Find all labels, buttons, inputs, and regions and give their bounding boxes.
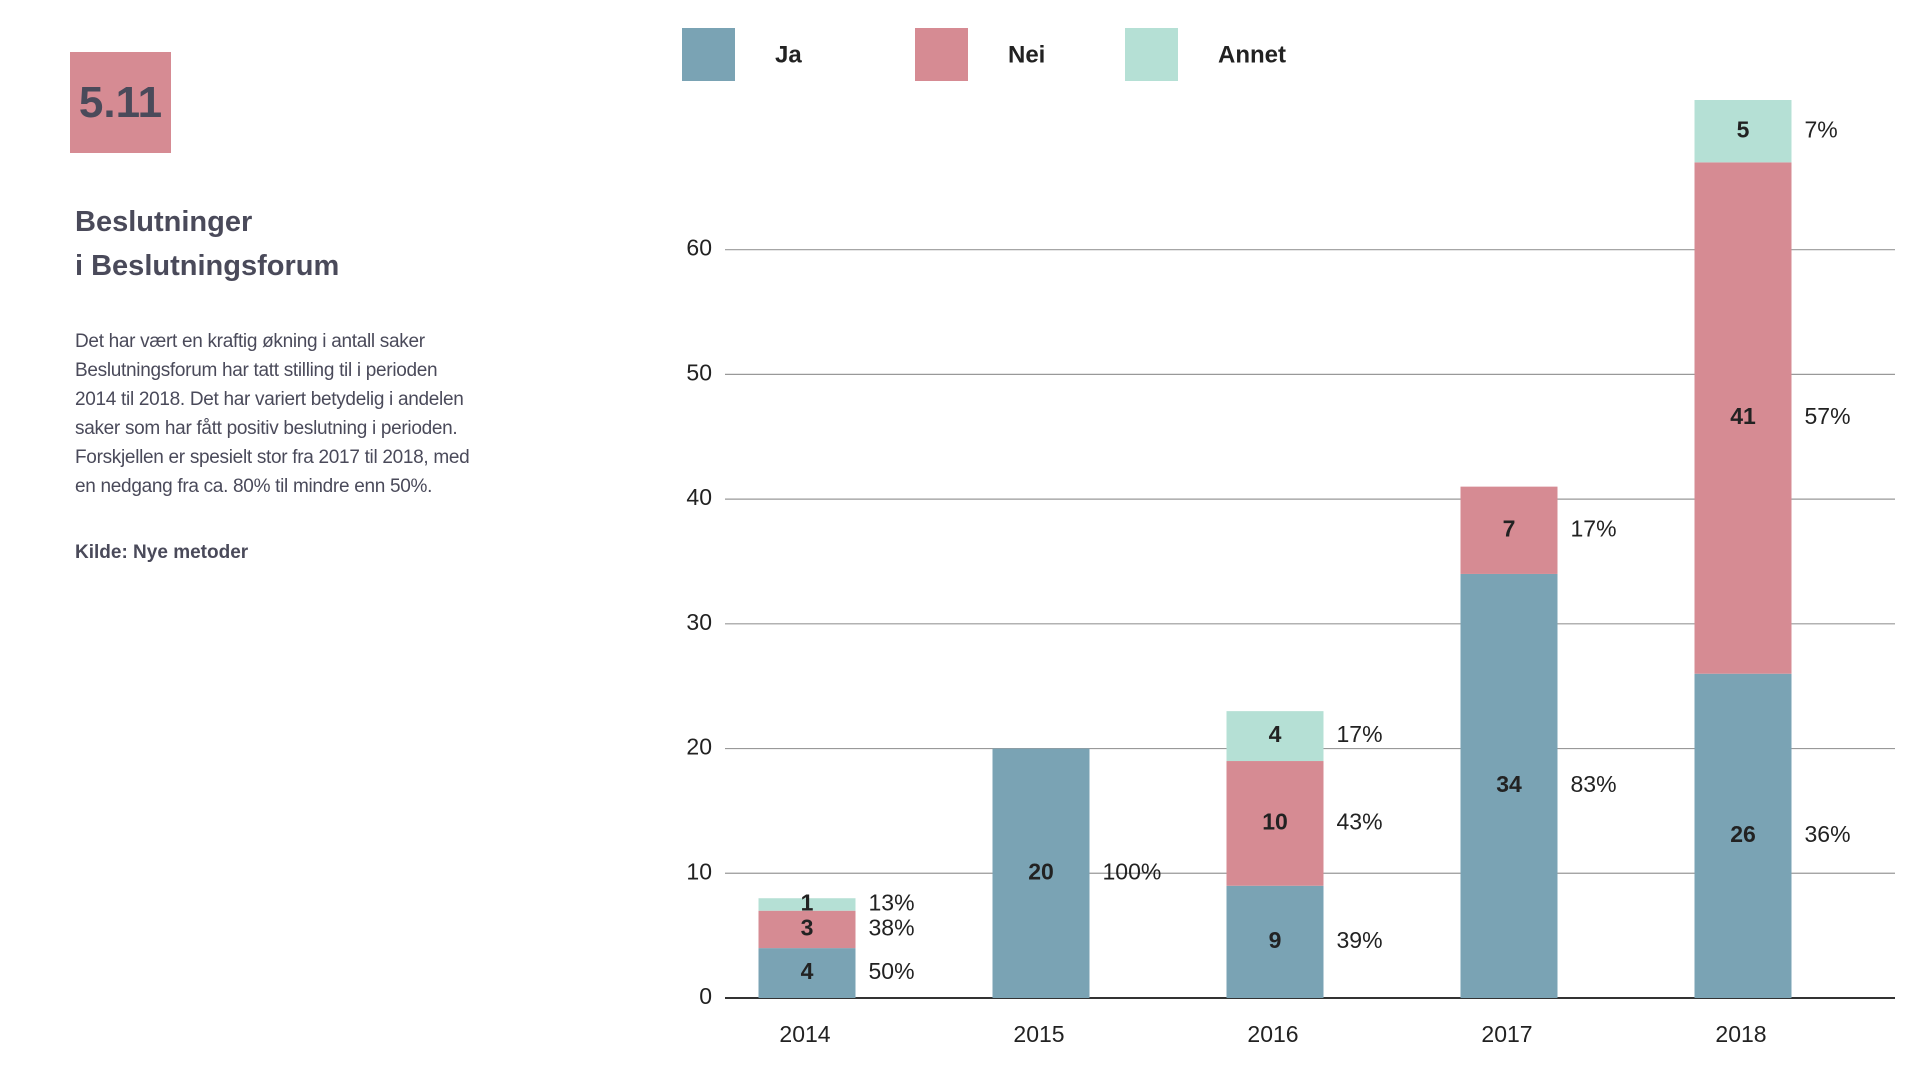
data-label: 34 <box>1496 771 1522 797</box>
data-label: 9 <box>1269 927 1282 953</box>
data-label: 26 <box>1730 821 1756 847</box>
legend-label: Nei <box>1008 41 1045 68</box>
x-tick-label: 2017 <box>1481 1021 1532 1047</box>
bar-segment <box>1460 486 1558 574</box>
legend-label: Annet <box>1218 41 1286 68</box>
title-line: i Beslutningsforum <box>75 250 340 282</box>
share-label: 100% <box>1103 858 1162 884</box>
share-label: 50% <box>869 958 915 984</box>
share-label: 13% <box>869 890 915 916</box>
text-panel: 5.11 Beslutninger i Beslutningsforum Det… <box>0 0 600 1080</box>
x-tick-label: 2016 <box>1247 1021 1298 1047</box>
title: Beslutninger i Beslutningsforum <box>75 200 339 288</box>
y-tick-label: 40 <box>686 484 712 510</box>
body-text: Det har vært en kraftig økning i antall … <box>75 331 470 497</box>
share-label: 43% <box>1337 808 1383 834</box>
data-label: 41 <box>1730 403 1756 429</box>
share-label: 17% <box>1337 721 1383 747</box>
bar-segment <box>992 748 1090 998</box>
bar-segment <box>1226 885 1324 998</box>
figure-number: 5.11 <box>70 52 171 153</box>
legend-swatch <box>1125 28 1178 81</box>
legend-swatch <box>915 28 968 81</box>
data-label: 5 <box>1737 116 1750 142</box>
title-line: Beslutninger <box>75 206 253 238</box>
bar-segment <box>1694 673 1792 998</box>
share-label: 83% <box>1571 771 1617 797</box>
y-tick-label: 30 <box>686 609 712 635</box>
bar-segment <box>1226 711 1324 762</box>
y-tick-label: 20 <box>686 734 712 760</box>
y-tick-label: 0 <box>699 983 712 1009</box>
legend-swatch <box>682 28 735 81</box>
data-label: 10 <box>1262 808 1288 834</box>
data-label: 20 <box>1028 858 1054 884</box>
legend-label: Ja <box>775 41 802 68</box>
bar-segment <box>758 948 856 998</box>
share-label: 39% <box>1337 927 1383 953</box>
y-tick-label: 60 <box>686 235 712 261</box>
data-label: 3 <box>801 914 814 940</box>
bar-segment <box>758 898 856 911</box>
bar-segment <box>1460 573 1558 998</box>
bar-segment <box>1694 162 1792 674</box>
source: Kilde: Nye metoder <box>75 542 249 563</box>
data-label: 4 <box>801 958 814 984</box>
bar-segment <box>758 910 856 949</box>
share-label: 36% <box>1805 821 1851 847</box>
x-tick-label: 2018 <box>1715 1021 1766 1047</box>
y-tick-label: 10 <box>686 858 712 884</box>
data-label: 4 <box>1269 721 1282 747</box>
share-label: 7% <box>1805 116 1838 142</box>
data-label: 1 <box>801 890 814 916</box>
share-label: 38% <box>869 914 915 940</box>
share-label: 57% <box>1805 403 1851 429</box>
share-label: 17% <box>1571 515 1617 541</box>
bar-segment <box>1694 100 1792 163</box>
x-tick-label: 2015 <box>1013 1021 1064 1047</box>
bar-segment <box>1226 761 1324 886</box>
x-tick-label: 2014 <box>779 1021 830 1047</box>
data-label: 7 <box>1503 515 1516 541</box>
y-tick-label: 50 <box>686 359 712 385</box>
